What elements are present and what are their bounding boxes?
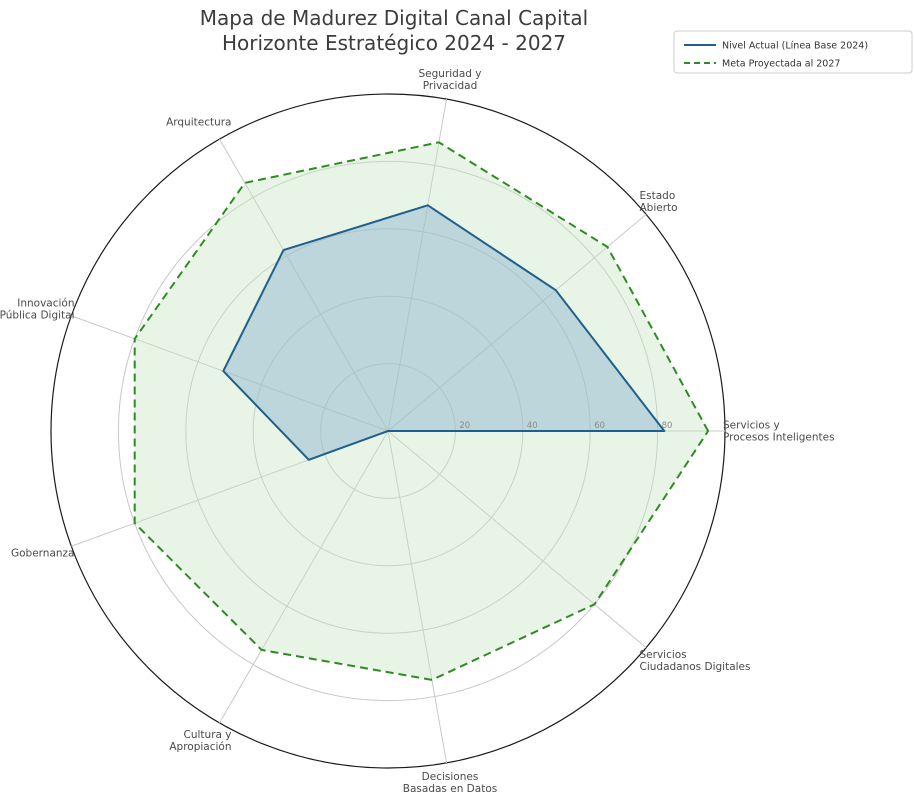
radar-series [133, 141, 710, 681]
legend-label-nivel-actual: Nivel Actual (Línea Base 2024) [722, 41, 868, 52]
axis-labels: Servicios y Procesos Inteligentes Estado Ab… [0, 68, 835, 795]
chart-title: Mapa de Madurez Digital Canal Capital Ho… [200, 6, 588, 55]
spoke-8 [387, 430, 647, 649]
axis-label-8: Servicios Ciudadanos Digitales [640, 649, 751, 673]
radial-tick-80: 80 [662, 421, 673, 431]
axis-label-0: Servicios y Procesos Inteligentes [723, 420, 835, 444]
legend-box [673, 30, 913, 74]
series-line-nivel-actual [222, 204, 666, 461]
spoke-6 [219, 430, 389, 724]
radial-tick-20: 20 [459, 421, 470, 431]
spoke-7 [387, 430, 448, 763]
axis-label-4: Innovación Pública Digital [0, 298, 75, 322]
axis-label-6: Cultura y Apropiación [169, 729, 231, 753]
series-area-nivel-actual [223, 205, 665, 460]
axis-label-1: Estado Abierto [640, 190, 678, 214]
chart-title-line-2: Horizonte Estratégico 2024 - 2027 [222, 31, 566, 55]
legend: Nivel Actual (Línea Base 2024) Meta Proy… [673, 30, 913, 74]
axis-label-2: Seguridad y Privacidad [419, 68, 482, 92]
series-line-meta-proyectada [133, 141, 710, 681]
radial-tick-60: 60 [594, 421, 605, 431]
axis-label-3: Arquitectura [166, 116, 231, 128]
legend-label-meta-proyectada: Meta Proyectada al 2027 [722, 59, 840, 70]
chart-title-line-1: Mapa de Madurez Digital Canal Capital [200, 6, 588, 30]
axis-label-5: Gobernanza [11, 548, 75, 560]
radial-tick-labels: 20 40 60 80 [459, 421, 672, 431]
radial-tick-40: 40 [527, 421, 538, 431]
axis-label-7: Decisiones Basadas en Datos [403, 771, 497, 795]
